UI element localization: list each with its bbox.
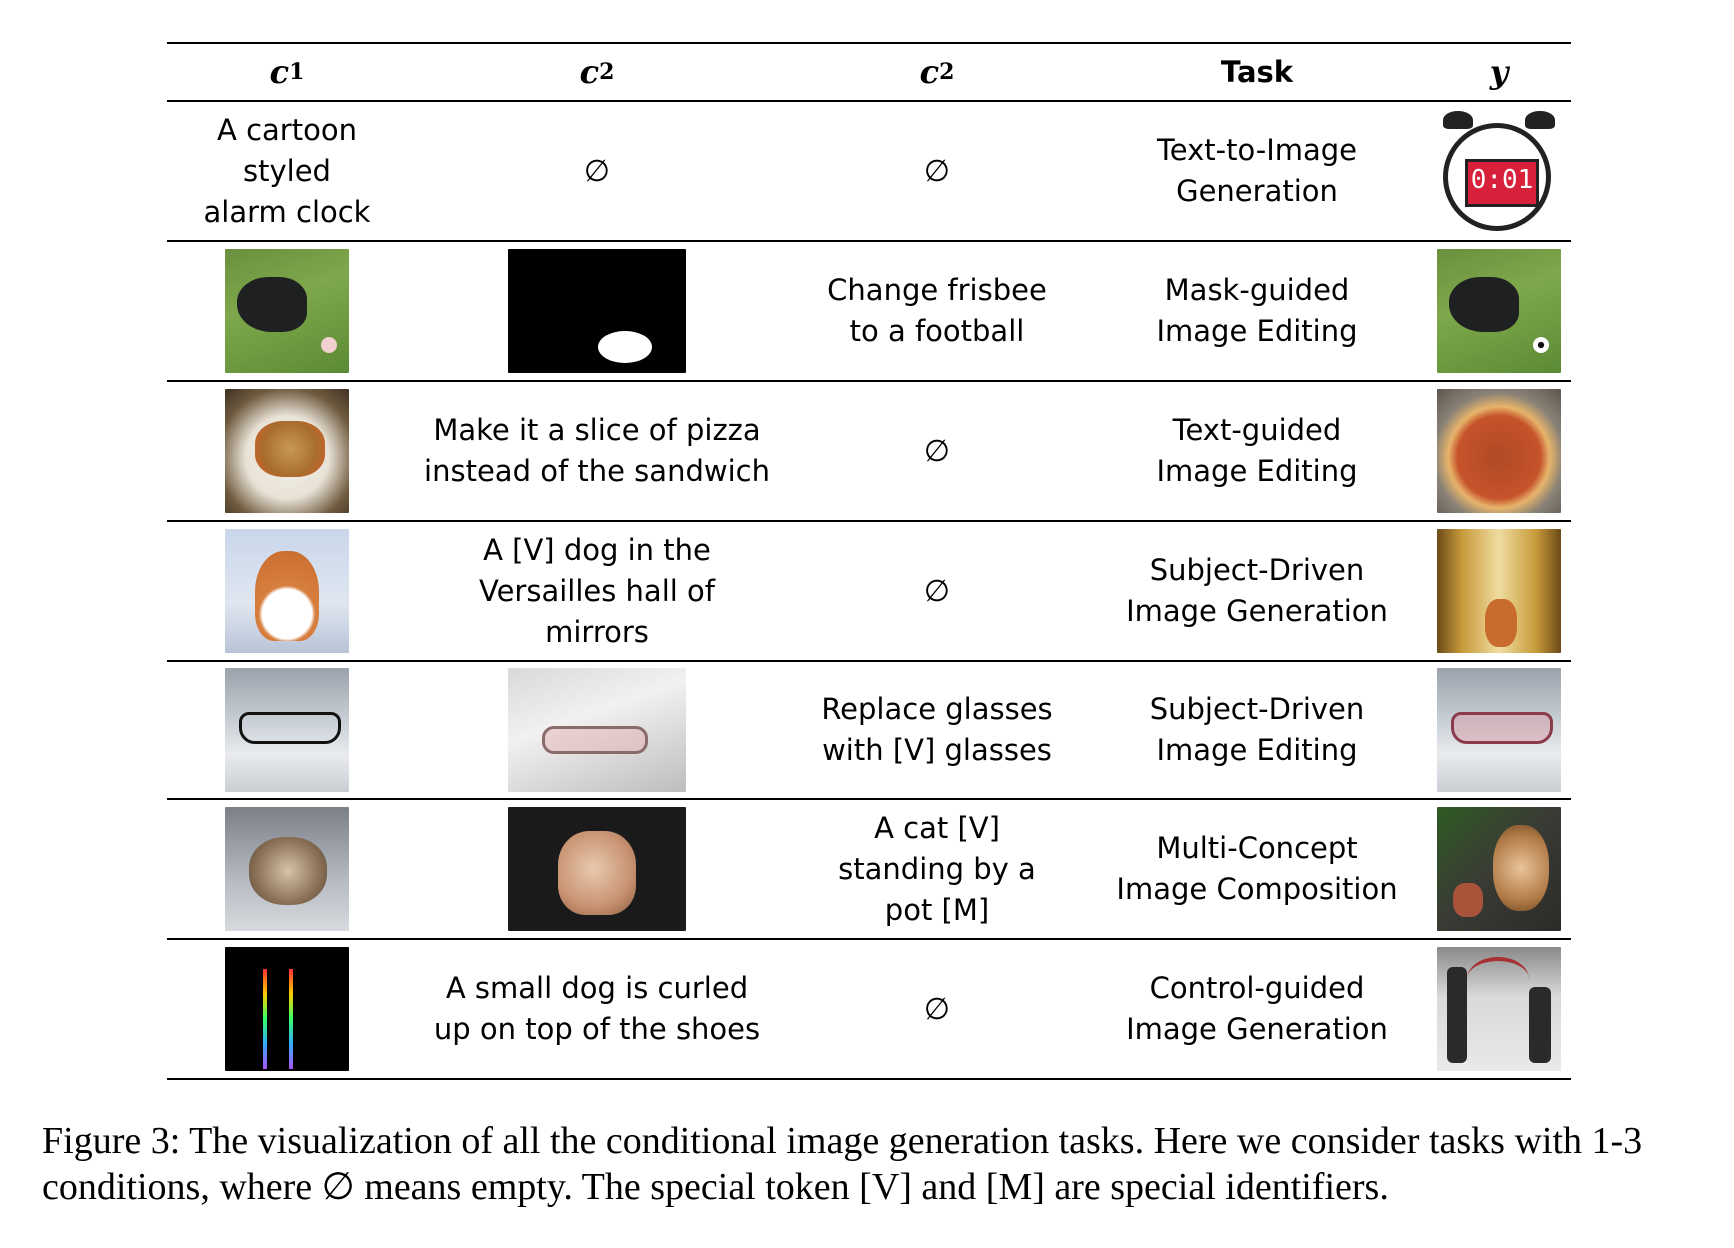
row2-y-cell xyxy=(1427,242,1571,380)
row-rule xyxy=(167,240,1571,242)
row6-c2-cell xyxy=(407,800,787,938)
table-row: A [V] dog in the Versailles hall of mirr… xyxy=(167,522,1571,660)
row2-c2-cell xyxy=(407,242,787,380)
clock-bell-left xyxy=(1443,111,1473,129)
table-row: A cartoon styled alarm clock ∅ ∅ Text-to… xyxy=(167,102,1571,240)
top-rule xyxy=(167,42,1571,44)
row1-task: Text-to-Image Generation xyxy=(1156,133,1358,208)
row7-task: Control-guided Image Generation xyxy=(1126,971,1388,1046)
row3-task: Text-guided Image Editing xyxy=(1156,413,1358,488)
row-rule xyxy=(167,520,1571,522)
row6-c3-text: A cat [V] standing by a pot [M] xyxy=(838,810,1036,927)
header-y: y xyxy=(1489,52,1509,91)
pink-glasses-image xyxy=(1437,668,1561,792)
row-rule xyxy=(167,660,1571,662)
row4-y-cell xyxy=(1427,522,1571,660)
row5-task: Subject-Driven Image Editing xyxy=(1149,692,1365,767)
header-task: Task xyxy=(1220,54,1294,89)
row5-c2-cell xyxy=(407,662,787,798)
dog-with-football-image xyxy=(1437,249,1561,373)
row7-c2-text: A small dog is curled up on top of the s… xyxy=(433,971,761,1046)
carved-pot-image xyxy=(508,807,686,931)
row2-c3-text: Change frisbee to a football xyxy=(827,273,1047,348)
clock-bell-right xyxy=(1525,111,1555,129)
dog-on-grass-image xyxy=(225,249,349,373)
row4-c1-cell xyxy=(167,522,407,660)
row1-y-cell: 0:01 xyxy=(1427,102,1571,240)
row2-c1-cell xyxy=(167,242,407,380)
figure-caption: Figure 3: The visualization of all the c… xyxy=(42,1120,1643,1208)
table-row: Change frisbee to a football Mask-guided… xyxy=(167,242,1571,380)
row6-y-cell xyxy=(1427,800,1571,938)
row6-c1-cell xyxy=(167,800,407,938)
row5-c3-text: Replace glasses with [V] glasses xyxy=(821,692,1053,767)
row4-c2-text: A [V] dog in the Versailles hall of mirr… xyxy=(478,532,715,649)
kitten-image xyxy=(225,807,349,931)
row7-y-cell xyxy=(1427,940,1571,1078)
pizza-image xyxy=(1437,389,1561,513)
table-row: Replace glasses with [V] glasses Subject… xyxy=(167,662,1571,798)
cat-with-pot-image xyxy=(1437,807,1561,931)
dancers-image xyxy=(1437,947,1561,1071)
row-rule xyxy=(167,938,1571,940)
row3-c3-empty: ∅ xyxy=(923,433,951,469)
row3-c2-text: Make it a slice of pizza instead of the … xyxy=(424,413,770,488)
pose-skeleton-image xyxy=(225,947,349,1071)
row7-c3-empty: ∅ xyxy=(923,991,951,1027)
row5-y-cell xyxy=(1427,662,1571,798)
row5-c1-cell xyxy=(167,662,407,798)
row3-c1-cell xyxy=(167,382,407,520)
row1-c1-text: A cartoon styled alarm clock xyxy=(203,112,371,229)
row6-task: Multi-Concept Image Composition xyxy=(1116,831,1398,906)
bottom-rule xyxy=(167,1078,1571,1080)
row1-c3-empty: ∅ xyxy=(923,153,951,189)
frisbee-mask-image xyxy=(508,249,686,373)
pink-glasses-on-sheet-image xyxy=(508,668,686,792)
corgi-image xyxy=(225,529,349,653)
row7-c1-cell xyxy=(167,940,407,1078)
row1-c2-empty: ∅ xyxy=(583,153,611,189)
row2-task: Mask-guided Image Editing xyxy=(1156,273,1358,348)
header-rule xyxy=(167,100,1571,102)
table-row: Make it a slice of pizza instead of the … xyxy=(167,382,1571,520)
table-row: A small dog is curled up on top of the s… xyxy=(167,940,1571,1078)
clock-display: 0:01 xyxy=(1465,159,1539,207)
row-rule xyxy=(167,798,1571,800)
row-rule xyxy=(167,380,1571,382)
table-row: A cat [V] standing by a pot [M] Multi-Co… xyxy=(167,800,1571,938)
corgi-in-hall-image xyxy=(1437,529,1561,653)
black-glasses-image xyxy=(225,668,349,792)
row4-c3-empty: ∅ xyxy=(923,573,951,609)
row4-task: Subject-Driven Image Generation xyxy=(1126,553,1388,628)
food-plate-image xyxy=(225,389,349,513)
row3-y-cell xyxy=(1427,382,1571,520)
alarm-clock-image: 0:01 xyxy=(1437,109,1561,233)
